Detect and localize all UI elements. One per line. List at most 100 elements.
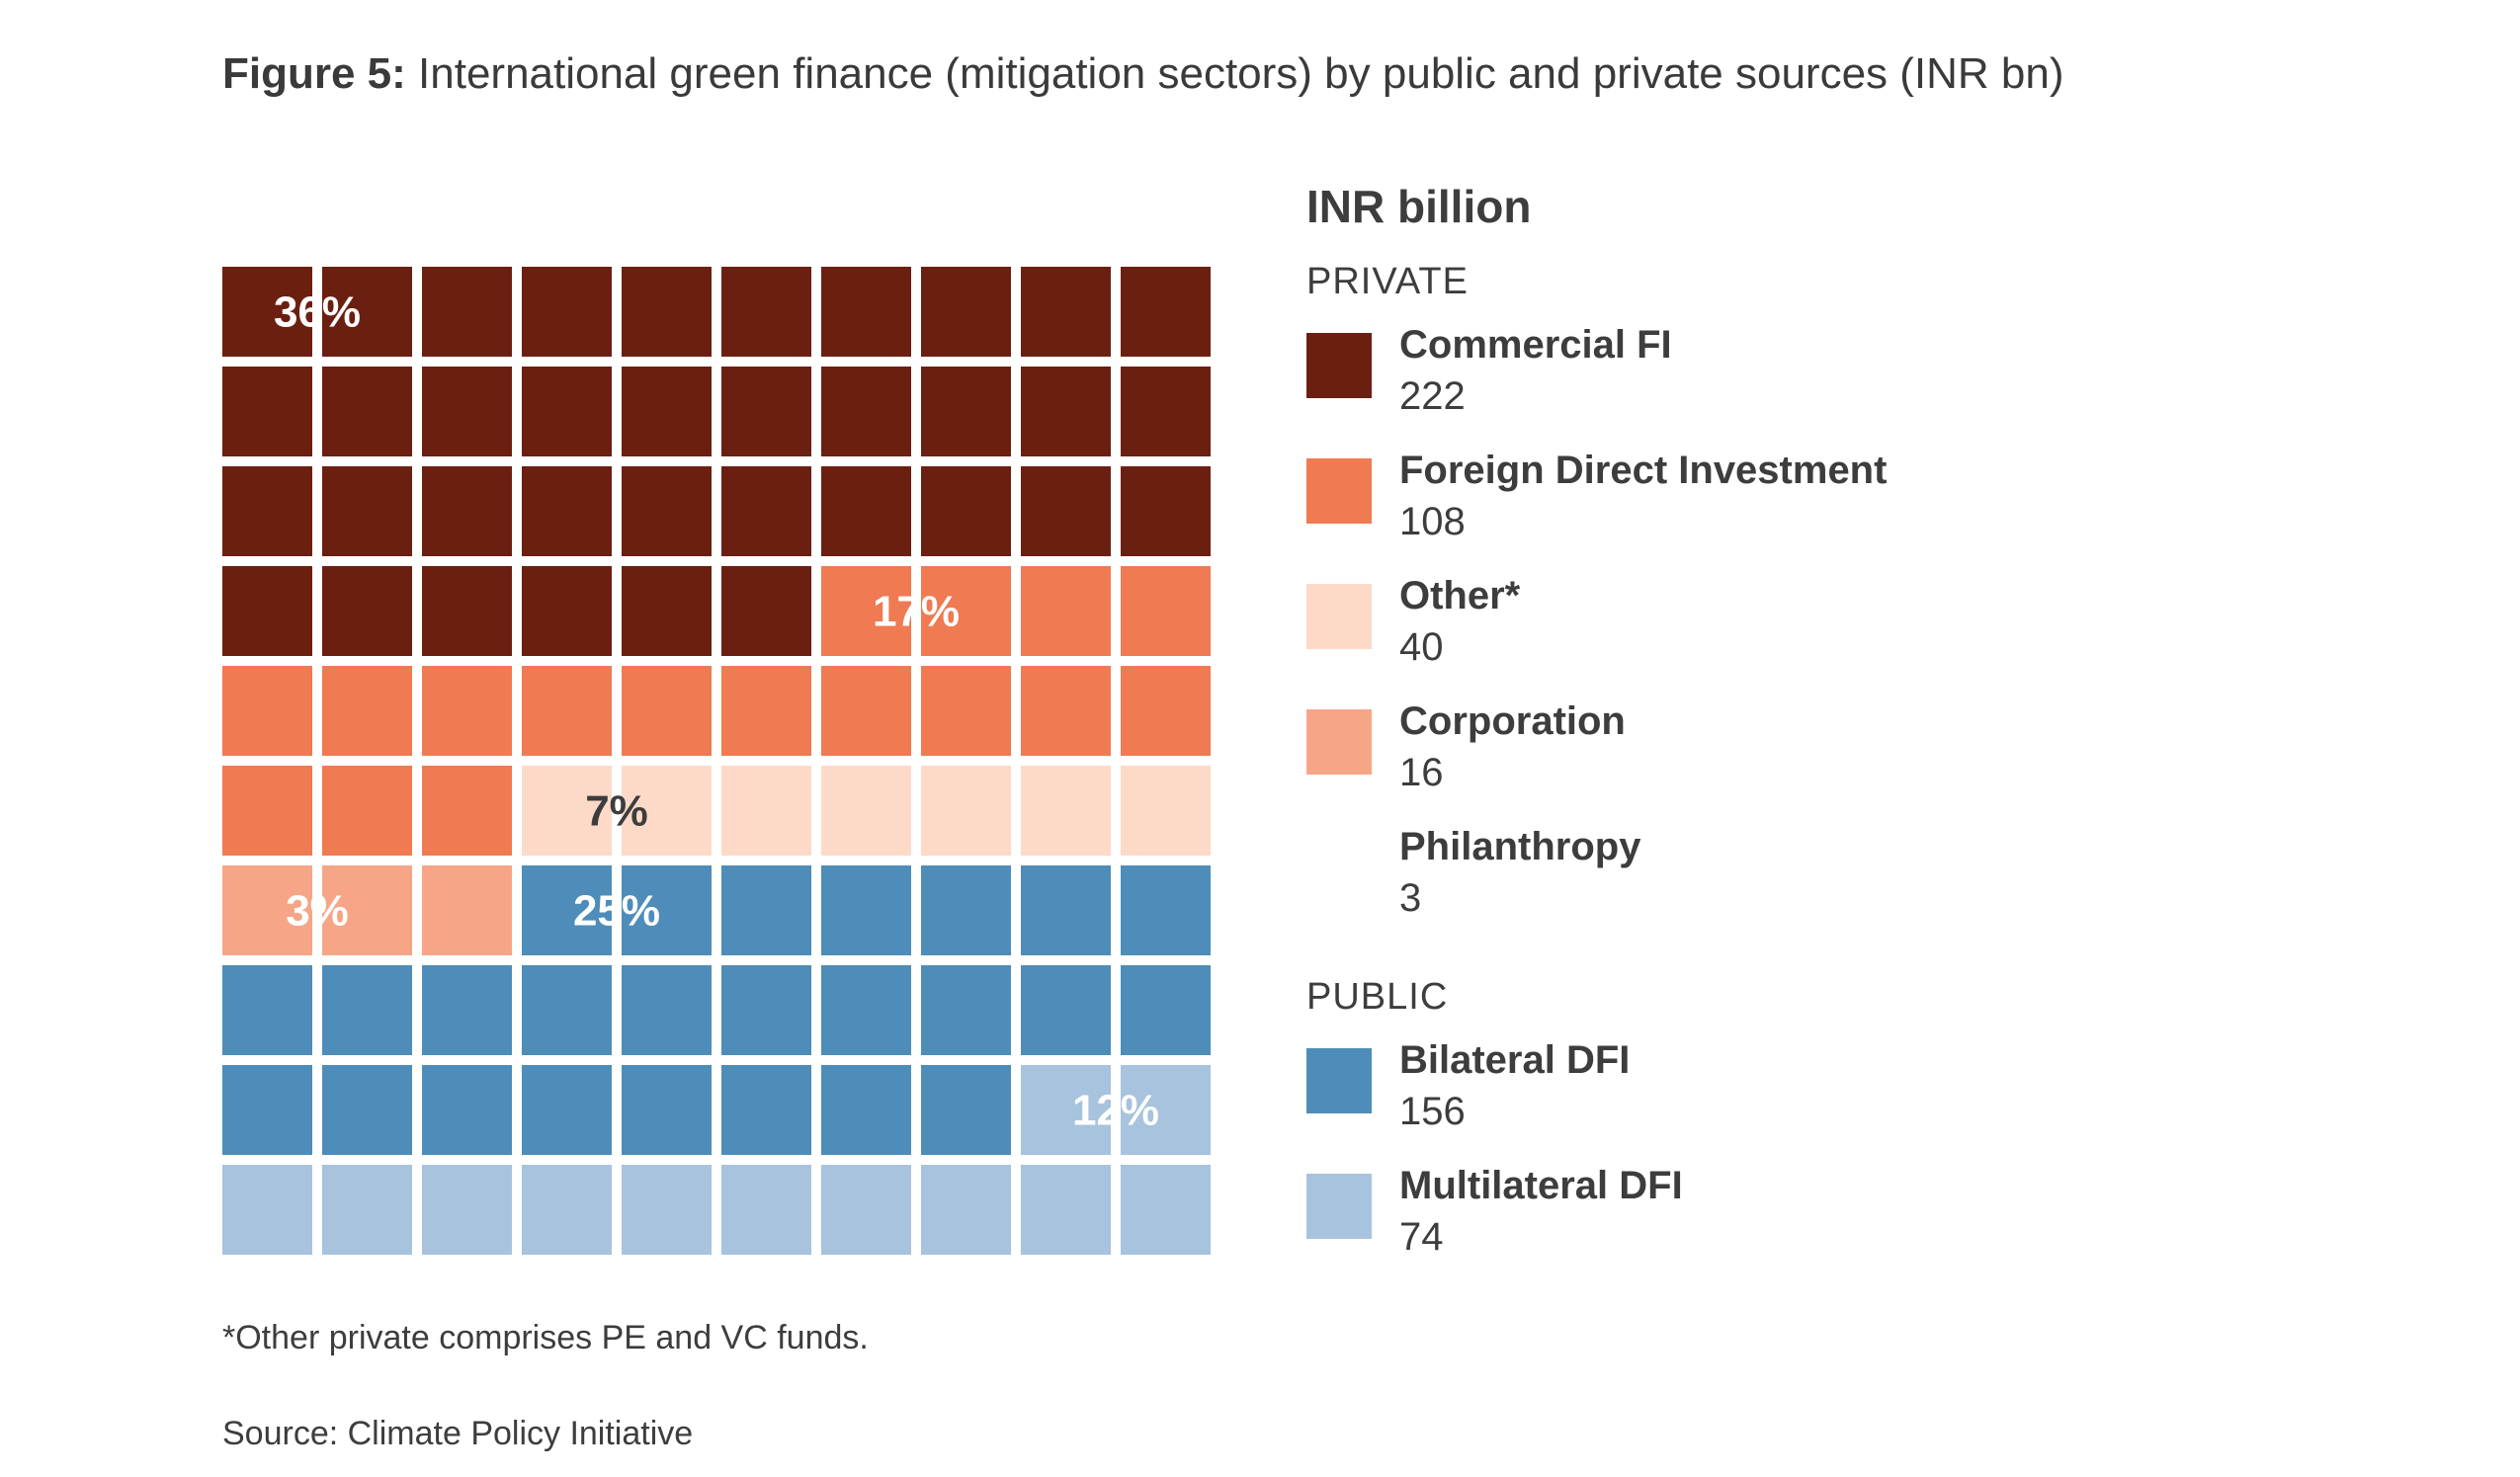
- legend-item-philanthropy: Philanthropy 3: [1306, 821, 2196, 946]
- waffle-cell-multilateral-dfi: [1121, 1065, 1211, 1155]
- waffle-cell-commercial-fi: [721, 566, 811, 656]
- figure-number: Figure 5:: [222, 49, 406, 98]
- waffle-cell-bilateral-dfi: [1121, 965, 1211, 1055]
- legend-name-corporation: Corporation: [1399, 699, 1626, 743]
- legend-text-commercial-fi: Commercial FI 222: [1399, 319, 1672, 422]
- waffle-cell-commercial-fi: [1021, 466, 1111, 556]
- waffle-cell-bilateral-dfi: [522, 965, 612, 1055]
- waffle-cell-foreign-direct-investment: [921, 566, 1011, 656]
- legend-text-philanthropy: Philanthropy 3: [1399, 821, 1640, 924]
- waffle-cell-multilateral-dfi: [1121, 1165, 1211, 1255]
- waffle-cell-commercial-fi: [422, 566, 512, 656]
- waffle-cell-multilateral-dfi: [721, 1165, 811, 1255]
- waffle-cell-commercial-fi: [821, 466, 911, 556]
- percent-label-multilateral-dfi: 12%: [1072, 1087, 1159, 1135]
- legend-swatch-philanthropy: [1306, 835, 1372, 900]
- waffle-cell-multilateral-dfi: [422, 1165, 512, 1255]
- waffle-cell-commercial-fi: [721, 466, 811, 556]
- waffle-cell-commercial-fi: [622, 466, 712, 556]
- legend-group-public-label: PUBLIC: [1306, 976, 1449, 1018]
- percent-label-other: 7%: [585, 787, 648, 836]
- legend-item-foreign-direct-investment: Foreign Direct Investment 108: [1306, 445, 2196, 570]
- legend-public-group: PUBLIC Bilateral DFI 156 Multilateral DFI 7…: [1306, 976, 2196, 1285]
- waffle-cell-commercial-fi: [322, 367, 412, 456]
- waffle-cell-multilateral-dfi: [1021, 1165, 1111, 1255]
- waffle-cell-multilateral-dfi: [622, 1165, 712, 1255]
- waffle-cell-other: [1121, 766, 1211, 856]
- waffle-cell-bilateral-dfi: [322, 1065, 412, 1155]
- waffle-cell-foreign-direct-investment: [1021, 566, 1111, 656]
- source-note: Source: Climate Policy Initiative: [222, 1415, 694, 1452]
- legend-unit-label: INR billion: [1306, 181, 1532, 232]
- waffle-cell-bilateral-dfi: [821, 1065, 911, 1155]
- waffle-cell-other: [921, 766, 1011, 856]
- waffle-cell-bilateral-dfi: [921, 865, 1011, 955]
- waffle-cell-commercial-fi: [1121, 466, 1211, 556]
- waffle-cell-other: [622, 766, 712, 856]
- legend-text-multilateral-dfi: Multilateral DFI 74: [1399, 1160, 1683, 1263]
- waffle-cell-commercial-fi: [921, 466, 1011, 556]
- legend-text-other: Other* 40: [1399, 570, 1520, 673]
- legend-name-multilateral-dfi: Multilateral DFI: [1399, 1164, 1683, 1207]
- waffle-cell-commercial-fi: [322, 466, 412, 556]
- legend-item-commercial-fi: Commercial FI 222: [1306, 319, 2196, 445]
- legend-swatch-other: [1306, 584, 1372, 649]
- waffle-cell-bilateral-dfi: [821, 865, 911, 955]
- waffle-cell-other: [1021, 766, 1111, 856]
- waffle-cell-commercial-fi: [1121, 267, 1211, 357]
- legend-text-corporation: Corporation 16: [1399, 696, 1626, 798]
- waffle-cell-commercial-fi: [522, 566, 612, 656]
- waffle-cell-commercial-fi: [1021, 267, 1111, 357]
- waffle-cell-foreign-direct-investment: [1121, 666, 1211, 756]
- waffle-cell-bilateral-dfi: [622, 965, 712, 1055]
- legend-swatch-multilateral-dfi: [1306, 1174, 1372, 1239]
- waffle-cell-multilateral-dfi: [821, 1165, 911, 1255]
- waffle-cell-foreign-direct-investment: [1121, 566, 1211, 656]
- legend-item-corporation: Corporation 16: [1306, 696, 2196, 821]
- waffle-cell-foreign-direct-investment: [222, 666, 312, 756]
- legend-item-other: Other* 40: [1306, 570, 2196, 696]
- waffle-cell-bilateral-dfi: [522, 1065, 612, 1155]
- legend-name-other: Other*: [1399, 574, 1521, 617]
- percent-label-corporation: 3%: [286, 887, 349, 936]
- waffle-cell-multilateral-dfi: [921, 1165, 1011, 1255]
- waffle-cell-foreign-direct-investment: [721, 666, 811, 756]
- waffle-cell-bilateral-dfi: [921, 1065, 1011, 1155]
- legend-value-philanthropy: 3: [1399, 876, 1422, 920]
- footnote: *Other private comprises PE and VC funds…: [222, 1319, 869, 1356]
- waffle-cell-bilateral-dfi: [322, 965, 412, 1055]
- waffle-cell-commercial-fi: [821, 367, 911, 456]
- waffle-cell-bilateral-dfi: [422, 965, 512, 1055]
- waffle-cell-bilateral-dfi: [1121, 865, 1211, 955]
- waffle-cell-bilateral-dfi: [921, 965, 1011, 1055]
- waffle-cell-bilateral-dfi: [821, 965, 911, 1055]
- waffle-cell-corporation: [322, 865, 412, 955]
- waffle-cell-multilateral-dfi: [322, 1165, 412, 1255]
- waffle-cell-commercial-fi: [921, 367, 1011, 456]
- legend-group-private-label: PRIVATE: [1306, 261, 1469, 302]
- waffle-cell-bilateral-dfi: [422, 1065, 512, 1155]
- legend-value-bilateral-dfi: 156: [1399, 1090, 1466, 1133]
- waffle-cell-commercial-fi: [721, 367, 811, 456]
- waffle-cell-commercial-fi: [422, 466, 512, 556]
- waffle-cell-commercial-fi: [222, 367, 312, 456]
- waffle-cell-foreign-direct-investment: [222, 766, 312, 856]
- waffle-cell-commercial-fi: [522, 267, 612, 357]
- waffle-cell-bilateral-dfi: [622, 865, 712, 955]
- waffle-cell-commercial-fi: [821, 267, 911, 357]
- legend-swatch-foreign-direct-investment: [1306, 458, 1372, 524]
- waffle-cell-foreign-direct-investment: [821, 666, 911, 756]
- waffle-cell-commercial-fi: [921, 267, 1011, 357]
- percent-label-bilateral-dfi: 25%: [573, 887, 660, 936]
- legend-public-items: Bilateral DFI 156 Multilateral DFI 74: [1306, 1034, 2196, 1285]
- waffle-cell-foreign-direct-investment: [422, 766, 512, 856]
- waffle-cell-foreign-direct-investment: [622, 666, 712, 756]
- waffle-cell-commercial-fi: [222, 267, 312, 357]
- legend-name-bilateral-dfi: Bilateral DFI: [1399, 1038, 1631, 1082]
- waffle-cell-commercial-fi: [1021, 367, 1111, 456]
- percent-label-commercial-fi: 36%: [274, 288, 361, 337]
- legend-swatch-commercial-fi: [1306, 333, 1372, 398]
- waffle-cell-foreign-direct-investment: [422, 666, 512, 756]
- legend-value-other: 40: [1399, 625, 1444, 669]
